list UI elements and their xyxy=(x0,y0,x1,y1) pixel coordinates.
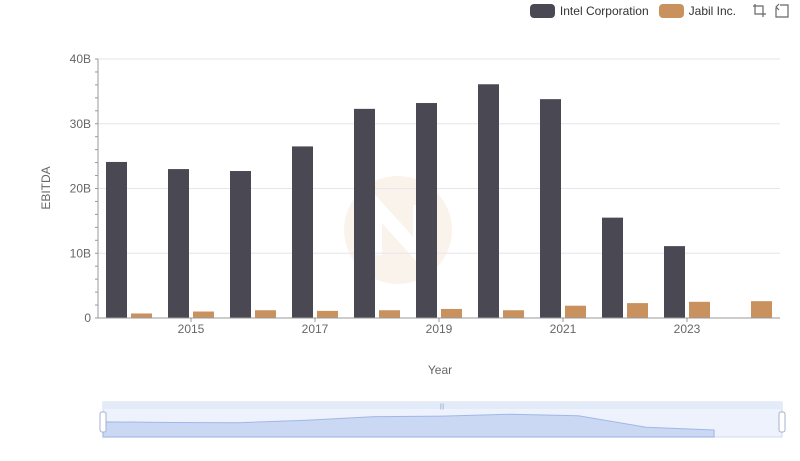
y-axis-label: EBITDA xyxy=(39,166,53,209)
y-tick-label: 10B xyxy=(70,246,91,260)
x-axis-label: Year xyxy=(428,363,452,377)
zoom-icon[interactable] xyxy=(752,3,768,19)
bar-jabil-2014[interactable] xyxy=(131,313,152,318)
legend-item-intel[interactable]: Intel Corporation xyxy=(529,4,649,18)
bar-jabil-2018[interactable] xyxy=(379,310,400,318)
bars xyxy=(106,84,772,319)
y-tick-label: 0 xyxy=(84,311,91,325)
x-tick-label: 2023 xyxy=(674,322,701,336)
bar-jabil-2019[interactable] xyxy=(441,308,462,318)
x-tick-label: 2019 xyxy=(426,322,453,336)
bar-jabil-2021[interactable] xyxy=(565,305,586,318)
legend-label-intel: Intel Corporation xyxy=(559,4,649,18)
legend-label-jabil: Jabil Inc. xyxy=(688,4,736,18)
legend-item-jabil[interactable]: Jabil Inc. xyxy=(658,4,736,18)
x-tick-label: 2015 xyxy=(178,322,205,336)
legend-swatch-intel xyxy=(529,4,555,18)
slider-top-bar[interactable] xyxy=(103,402,782,409)
slider-handle-left[interactable] xyxy=(99,411,107,433)
bar-intel-2020[interactable] xyxy=(478,84,499,318)
axes: 0 10B 20B 30B 40B 2015 2017 2019 2021 2023 xyxy=(70,52,780,336)
slider-data-area xyxy=(102,413,715,438)
legend: Intel Corporation Jabil Inc. xyxy=(529,3,790,19)
slider-selection[interactable] xyxy=(103,409,782,437)
y-tick-label: 30B xyxy=(70,117,91,131)
bar-jabil-2022[interactable] xyxy=(627,303,648,318)
restore-icon[interactable] xyxy=(774,3,790,19)
overview-slider[interactable]: ||| xyxy=(99,401,786,438)
bar-intel-2023[interactable] xyxy=(664,246,685,318)
bar-intel-2018[interactable] xyxy=(354,108,375,318)
bar-intel-2014[interactable] xyxy=(106,161,127,318)
y-tick-label: 40B xyxy=(70,52,91,66)
legend-swatch-jabil xyxy=(658,4,684,18)
bar-intel-2016[interactable] xyxy=(230,171,251,318)
bar-intel-2019[interactable] xyxy=(416,103,437,318)
bar-jabil-2015[interactable] xyxy=(193,311,214,318)
bar-jabil-2024[interactable] xyxy=(751,301,772,318)
bar-jabil-2020[interactable] xyxy=(503,310,524,318)
slider-handle-right[interactable] xyxy=(778,411,786,433)
bar-jabil-2023[interactable] xyxy=(689,301,710,318)
y-tick-label: 20B xyxy=(70,182,91,196)
bar-jabil-2017[interactable] xyxy=(317,310,338,318)
bar-jabil-2016[interactable] xyxy=(255,310,276,318)
x-tick-label: 2021 xyxy=(550,322,577,336)
x-tick-label: 2017 xyxy=(302,322,329,336)
slider-grip-icon: ||| xyxy=(440,404,445,410)
bar-intel-2017[interactable] xyxy=(292,146,313,318)
bar-intel-2022[interactable] xyxy=(602,217,623,318)
bar-intel-2015[interactable] xyxy=(168,169,189,318)
bar-intel-2021[interactable] xyxy=(540,99,561,319)
